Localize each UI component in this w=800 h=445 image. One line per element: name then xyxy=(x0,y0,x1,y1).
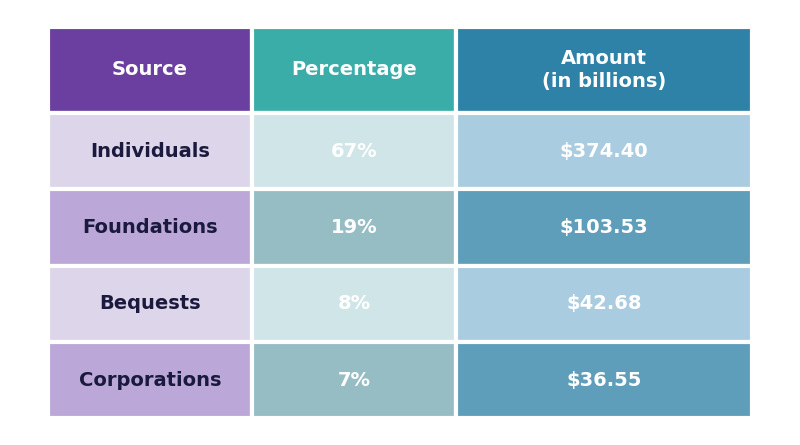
FancyBboxPatch shape xyxy=(456,27,752,113)
Text: Individuals: Individuals xyxy=(90,142,210,161)
FancyBboxPatch shape xyxy=(456,342,752,418)
FancyBboxPatch shape xyxy=(48,266,252,342)
Text: $103.53: $103.53 xyxy=(560,218,649,237)
Text: Corporations: Corporations xyxy=(79,371,222,390)
Text: $42.68: $42.68 xyxy=(566,294,642,313)
FancyBboxPatch shape xyxy=(48,342,252,418)
FancyBboxPatch shape xyxy=(252,189,456,266)
FancyBboxPatch shape xyxy=(456,113,752,189)
Text: Foundations: Foundations xyxy=(82,218,218,237)
FancyBboxPatch shape xyxy=(252,342,456,418)
Text: $374.40: $374.40 xyxy=(560,142,649,161)
Text: Percentage: Percentage xyxy=(291,60,417,79)
Text: 67%: 67% xyxy=(331,142,378,161)
FancyBboxPatch shape xyxy=(456,266,752,342)
Text: Source: Source xyxy=(112,60,188,79)
Text: 8%: 8% xyxy=(338,294,371,313)
FancyBboxPatch shape xyxy=(252,113,456,189)
FancyBboxPatch shape xyxy=(456,189,752,266)
Text: 7%: 7% xyxy=(338,371,370,390)
FancyBboxPatch shape xyxy=(252,27,456,113)
FancyBboxPatch shape xyxy=(48,189,252,266)
FancyBboxPatch shape xyxy=(252,266,456,342)
FancyBboxPatch shape xyxy=(48,113,252,189)
Text: $36.55: $36.55 xyxy=(566,371,642,390)
Text: 19%: 19% xyxy=(331,218,378,237)
Text: Bequests: Bequests xyxy=(99,294,201,313)
FancyBboxPatch shape xyxy=(48,27,252,113)
Text: Amount
(in billions): Amount (in billions) xyxy=(542,49,666,91)
